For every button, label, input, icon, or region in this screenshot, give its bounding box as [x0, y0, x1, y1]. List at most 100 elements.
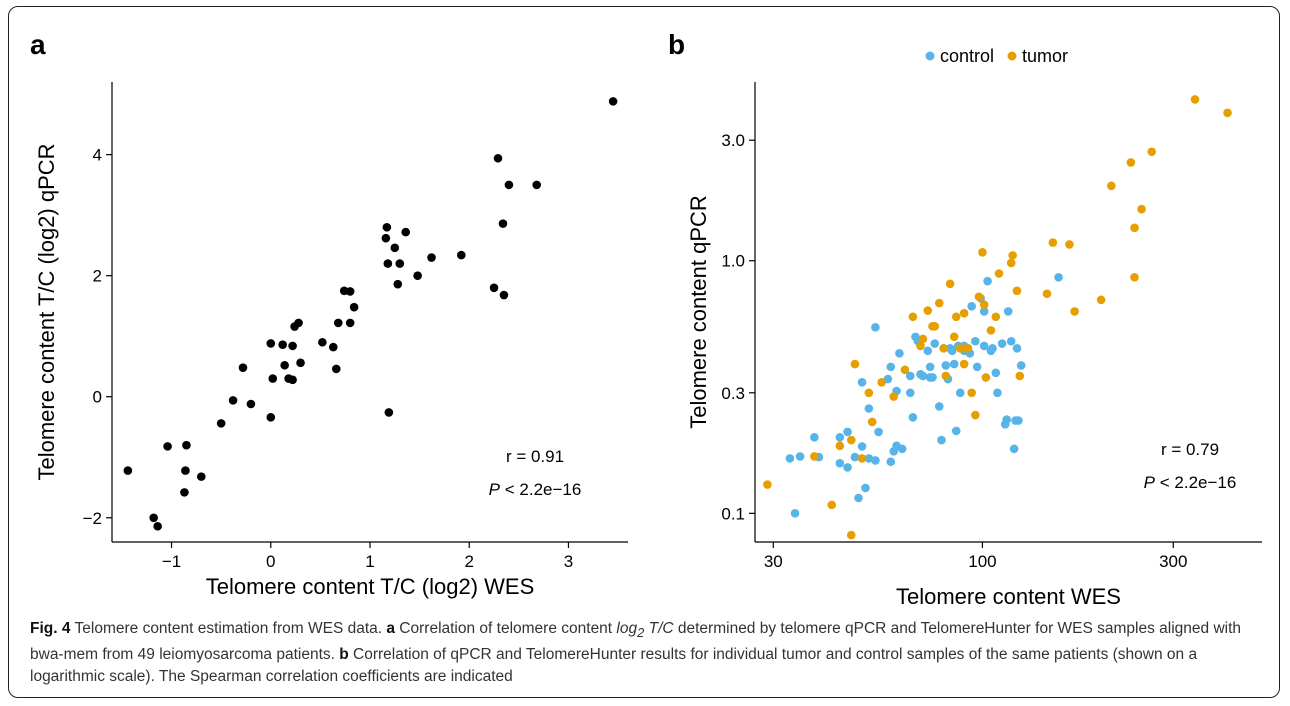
caption-fig-label: Fig. 4	[30, 620, 71, 637]
y-tick-label: 0	[93, 388, 102, 407]
tumor-point	[908, 312, 918, 322]
correlation-r: r = 0.91	[506, 447, 564, 466]
tumor-point	[1070, 307, 1079, 316]
control-point	[905, 388, 915, 398]
tumor-point	[1147, 147, 1157, 157]
tumor-point	[900, 365, 910, 375]
control-point	[864, 454, 874, 463]
series-point	[180, 488, 189, 497]
series-point	[238, 363, 248, 372]
control-point	[1003, 307, 1013, 316]
tumor-point	[857, 454, 867, 463]
control-point	[871, 456, 880, 465]
control-point	[854, 493, 863, 503]
tumor-point	[1137, 204, 1146, 214]
tumor-point	[959, 359, 969, 369]
y-tick-label: −2	[83, 509, 102, 528]
control-point	[785, 454, 795, 463]
control-point	[991, 368, 1001, 378]
tumor-point	[994, 269, 1004, 278]
control-point	[790, 509, 800, 518]
control-point	[835, 432, 845, 442]
series-point	[489, 283, 499, 293]
tumor-point	[1006, 258, 1016, 268]
tumor-point	[850, 359, 860, 369]
series-point	[493, 153, 503, 163]
caption-a-sub: 2	[637, 625, 645, 641]
tumor-point	[971, 410, 980, 420]
series-point	[216, 419, 226, 428]
control-point	[843, 463, 852, 472]
series-point	[294, 318, 303, 328]
x-axis-title: Telomere content WES	[896, 584, 1121, 609]
control-point	[897, 444, 907, 454]
control-point	[937, 435, 946, 445]
series-point	[393, 279, 403, 289]
tumor-point	[991, 312, 1001, 322]
y-tick-label: 3.0	[721, 131, 745, 150]
series-point	[318, 337, 327, 347]
control-point	[1012, 344, 1022, 353]
series-point	[163, 442, 172, 451]
x-tick-label: 2	[464, 552, 473, 571]
x-axis-title: Telomere content T/C (log2) WES	[206, 574, 535, 599]
tumor-point	[939, 344, 948, 353]
series-point	[123, 466, 133, 475]
panel-label: b	[668, 29, 685, 60]
tumor-point	[1042, 289, 1052, 299]
series-point	[381, 233, 391, 243]
x-tick-label: 30	[764, 552, 783, 571]
tumor-point	[1008, 251, 1017, 260]
x-tick-label: 100	[968, 552, 996, 571]
control-point	[967, 302, 976, 311]
control-point	[857, 442, 867, 451]
tumor-point	[974, 292, 984, 302]
tumor-point	[810, 452, 819, 461]
tumor-point	[889, 392, 899, 401]
p-symbol: P	[1144, 473, 1156, 492]
control-point	[835, 458, 845, 468]
control-point	[983, 276, 992, 286]
control-point	[795, 452, 805, 461]
x-tick-label: 1	[365, 552, 374, 571]
tumor-point	[1065, 240, 1074, 249]
y-axis-title: Telomere content qPCR	[686, 195, 711, 429]
series-point	[153, 521, 162, 531]
control-point	[947, 346, 957, 356]
tumor-point	[967, 388, 976, 398]
tumor-point	[1130, 223, 1139, 233]
series-point	[328, 342, 338, 352]
caption-a-label: a	[386, 620, 395, 637]
series-point	[331, 364, 341, 374]
control-point	[1016, 361, 1026, 370]
control-point	[874, 427, 883, 437]
legend-marker-control	[925, 51, 935, 61]
series-point	[246, 399, 256, 409]
legend-label-control: control	[940, 46, 994, 66]
series-point	[504, 180, 514, 190]
series-point	[382, 222, 392, 232]
caption-a-italic-1: log	[616, 620, 638, 637]
tumor-point	[979, 300, 989, 309]
p-value: < 2.2e−16	[1155, 473, 1236, 492]
control-point	[971, 336, 980, 346]
control-point	[934, 402, 944, 411]
panel-b: b 30 100 300 0.1 0.3 1.0 3.0 Telomere content WE…	[668, 29, 1262, 609]
tumor-point	[941, 371, 951, 381]
series-point	[280, 360, 289, 370]
tumor-point	[763, 480, 772, 489]
control-point	[861, 483, 870, 493]
correlation-p: P < 2.2e−16	[1144, 473, 1237, 492]
caption-title: Telomere content estimation from WES dat…	[70, 620, 387, 637]
control-point	[972, 362, 982, 372]
control-point	[928, 373, 937, 382]
tumor-point	[1015, 371, 1025, 381]
series-point	[413, 271, 422, 280]
panel-a: a −1 1 3 0 2 −2 0 2 4 Telomere content T/C (log2) …	[30, 29, 628, 599]
control-point	[864, 404, 874, 413]
control-point	[1054, 272, 1063, 282]
series-point	[268, 374, 278, 383]
y-tick-label: 2	[93, 267, 102, 286]
tumor-point	[1223, 108, 1232, 118]
control-point	[979, 341, 989, 351]
